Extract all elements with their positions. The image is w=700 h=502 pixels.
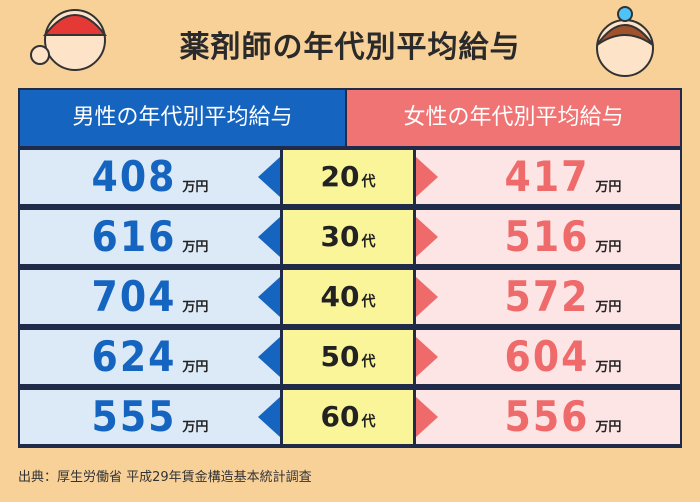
title: 薬剤師の年代別平均給与 — [179, 30, 521, 65]
age: 30 — [320, 220, 360, 253]
male-value: 616 — [91, 212, 177, 261]
source: 出典：厚生労働省 平成29年賃金構造基本統計調査 — [18, 470, 312, 485]
age-suffix: 代 — [361, 294, 376, 310]
age: 50 — [320, 340, 360, 373]
arrow — [416, 157, 438, 197]
arrow — [258, 217, 280, 257]
arrow — [258, 277, 280, 317]
arrow — [258, 337, 280, 377]
age-suffix: 代 — [361, 354, 376, 370]
female-cell: 556 万円 — [416, 390, 680, 444]
unit: 万円 — [595, 240, 622, 255]
unit: 万円 — [182, 420, 209, 435]
male-cell: 408 万円 — [20, 150, 280, 204]
male-cell: 555 万円 — [20, 390, 280, 444]
table — [18, 88, 682, 448]
age-cell: 60 代 — [283, 390, 413, 444]
arrow — [416, 277, 438, 317]
decoration — [30, 6, 654, 77]
unit: 万円 — [595, 420, 622, 435]
age-suffix: 代 — [361, 414, 376, 430]
age-suffix: 代 — [361, 174, 376, 190]
age: 20 — [320, 160, 360, 193]
male-cell: 704 万円 — [20, 270, 280, 324]
age-suffix: 代 — [361, 234, 376, 250]
female-value: 604 — [504, 332, 590, 381]
female-cell: 572 万円 — [416, 270, 680, 324]
arrow-shape — [416, 337, 438, 377]
unit: 万円 — [182, 300, 209, 315]
female-value: 572 — [504, 272, 590, 321]
arrow-shape — [258, 217, 280, 257]
arrow-shape — [416, 397, 438, 437]
male-cell: 624 万円 — [20, 330, 280, 384]
female-header: 女性の年代別平均給与 — [347, 90, 680, 146]
male-value: 704 — [91, 272, 177, 321]
unit: 万円 — [595, 360, 622, 375]
unit: 万円 — [595, 180, 622, 195]
arrow — [258, 397, 280, 437]
male-value: 624 — [91, 332, 177, 381]
arrow — [416, 337, 438, 377]
unit: 万円 — [182, 240, 209, 255]
male-value: 555 — [91, 392, 177, 441]
unit: 万円 — [595, 300, 622, 315]
female-cell: 516 万円 — [416, 210, 680, 264]
arrow — [416, 397, 438, 437]
female-value: 417 — [504, 152, 590, 201]
age-cell: 20 代 — [283, 150, 413, 204]
arrow-shape — [416, 157, 438, 197]
age-cell: 40 代 — [283, 270, 413, 324]
arrow-shape — [416, 217, 438, 257]
arrow-shape — [258, 337, 280, 377]
female-value: 556 — [504, 392, 590, 441]
female-cell: 604 万円 — [416, 330, 680, 384]
arrow-shape — [258, 277, 280, 317]
arrow-shape — [258, 157, 280, 197]
unit: 万円 — [182, 360, 209, 375]
arrow-shape — [416, 277, 438, 317]
male-cell: 616 万円 — [20, 210, 280, 264]
unit: 万円 — [182, 180, 209, 195]
age: 60 — [320, 400, 360, 433]
age-cell: 50 代 — [283, 330, 413, 384]
age: 40 — [320, 280, 360, 313]
female-value: 516 — [504, 212, 590, 261]
male-value: 408 — [91, 152, 177, 201]
arrow — [258, 157, 280, 197]
male-header: 男性の年代別平均給与 — [20, 90, 345, 146]
arrow — [416, 217, 438, 257]
arrow-shape — [258, 397, 280, 437]
female-cell: 417 万円 — [416, 150, 680, 204]
age-cell: 30 代 — [283, 210, 413, 264]
